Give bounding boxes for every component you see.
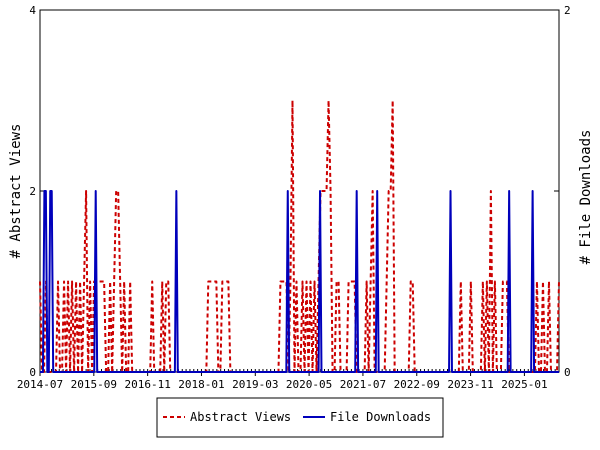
y-left-tick-label: 0	[29, 366, 36, 379]
y-axis-left-title: # Abstract Views	[8, 124, 24, 259]
legend-label-file-downloads: File Downloads	[330, 410, 431, 424]
legend-label-abstract-views: Abstract Views	[190, 410, 291, 424]
x-ticks: 2014-07 2015-09 2016-11 2018-01 2019-03 2020-…	[17, 369, 560, 391]
y-right-tick-label: 2	[564, 4, 571, 17]
y-left-tick-label: 4	[29, 4, 36, 17]
x-tick-label: 2022-09	[394, 378, 440, 391]
y-right-tick-label: 0	[564, 366, 571, 379]
x-tick-label: 2014-07	[17, 378, 63, 391]
legend-box	[156, 397, 444, 438]
x-tick-label: 2018-01	[178, 378, 224, 391]
x-tick-label: 2016-11	[124, 378, 170, 391]
plot-area	[39, 9, 560, 373]
x-tick-label: 2015-09	[71, 378, 117, 391]
series-layer	[39, 99, 560, 373]
x-tick-label: 2020-05	[286, 378, 332, 391]
series-line-file-downloads	[40, 190, 559, 373]
x-tick-label: 2019-03	[232, 378, 278, 391]
x-tick-label: 2023-11	[447, 378, 493, 391]
x-tick-label: 2021-07	[340, 378, 386, 391]
y-axis-right-title: # File Downloads	[578, 130, 594, 265]
y-left-tick-label: 2	[29, 185, 36, 198]
x-tick-label: 2025-01	[501, 378, 547, 391]
legend: Abstract Views File Downloads	[156, 397, 444, 438]
